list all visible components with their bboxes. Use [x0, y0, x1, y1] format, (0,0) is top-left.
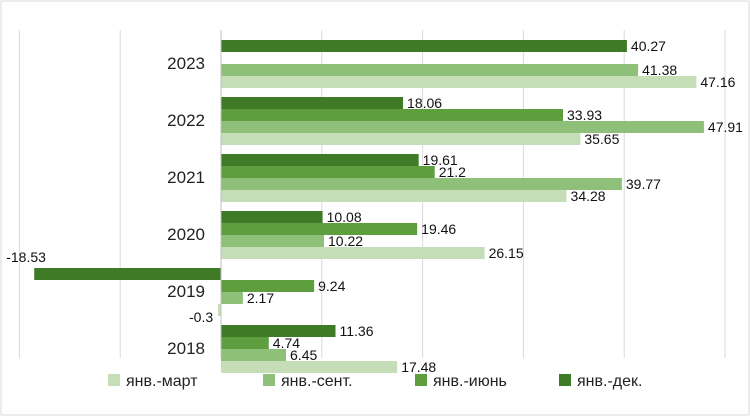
category-label-2022: 2022 [167, 111, 205, 130]
bar-2019-3 [34, 268, 221, 280]
legend-label: янв.-дек. [577, 373, 642, 390]
category-label-2021: 2021 [167, 168, 205, 187]
data-label: 2.17 [247, 290, 274, 306]
data-label: 47.91 [708, 119, 743, 135]
legend-swatch [108, 374, 120, 386]
data-label: -18.53 [6, 249, 46, 265]
category-label-2020: 2020 [167, 225, 205, 244]
data-label: 40.27 [631, 38, 666, 54]
data-label: 9.24 [318, 278, 345, 294]
bar-2021-2 [221, 166, 435, 178]
legend-label: янв.-июнь [433, 373, 507, 390]
data-label: 34.28 [571, 188, 606, 204]
bar-2022-2 [221, 109, 564, 121]
bar-2020-2 [221, 223, 418, 235]
data-label: -0.3 [189, 309, 213, 325]
category-label-2018: 2018 [167, 339, 205, 358]
bar-2021-3 [221, 154, 419, 166]
data-label: 11.36 [340, 323, 374, 339]
data-label: 6.45 [290, 347, 317, 363]
data-label: 19.61 [423, 152, 458, 168]
bar-2018-1 [221, 349, 287, 361]
bar-2022-1 [221, 121, 704, 133]
data-label: 10.08 [327, 209, 362, 225]
bar-2019-0 [217, 304, 221, 316]
bar-2018-3 [221, 325, 336, 337]
bar-2020-3 [221, 211, 323, 223]
bar-2018-0 [221, 361, 398, 373]
data-label: 33.93 [567, 107, 602, 123]
bar-2019-1 [221, 292, 243, 304]
category-label-2019: 2019 [167, 282, 205, 301]
bar-2023-0 [221, 76, 697, 88]
data-label: 21.2 [439, 164, 466, 180]
bar-2021-0 [221, 190, 567, 202]
legend-label: янв.-март [126, 373, 198, 390]
data-label: 4.74 [273, 335, 300, 351]
bar-2020-0 [221, 247, 485, 259]
legend-swatch [559, 374, 571, 386]
data-label: 26.15 [489, 245, 524, 261]
bar-2023-3 [221, 40, 627, 52]
data-label: 10.22 [328, 233, 363, 249]
data-label: 35.65 [584, 131, 619, 147]
legend-label: янв.-сент. [281, 373, 353, 390]
bar-2019-2 [221, 280, 315, 292]
data-label: 47.16 [700, 74, 735, 90]
legend-swatch [415, 374, 427, 386]
category-label-2023: 2023 [167, 54, 205, 73]
legend-swatch [263, 374, 275, 386]
bar-2022-3 [221, 97, 404, 109]
bar-2021-1 [221, 178, 622, 190]
bar-2023-1 [221, 64, 639, 76]
data-label: 39.77 [626, 176, 661, 192]
data-label: 41.38 [642, 62, 677, 78]
data-label: 17.48 [401, 359, 436, 375]
bar-2020-1 [221, 235, 325, 247]
data-label: 19.46 [421, 221, 456, 237]
bar-2022-0 [221, 133, 581, 145]
bar-2018-2 [221, 337, 269, 349]
data-label: 18.06 [407, 95, 442, 111]
